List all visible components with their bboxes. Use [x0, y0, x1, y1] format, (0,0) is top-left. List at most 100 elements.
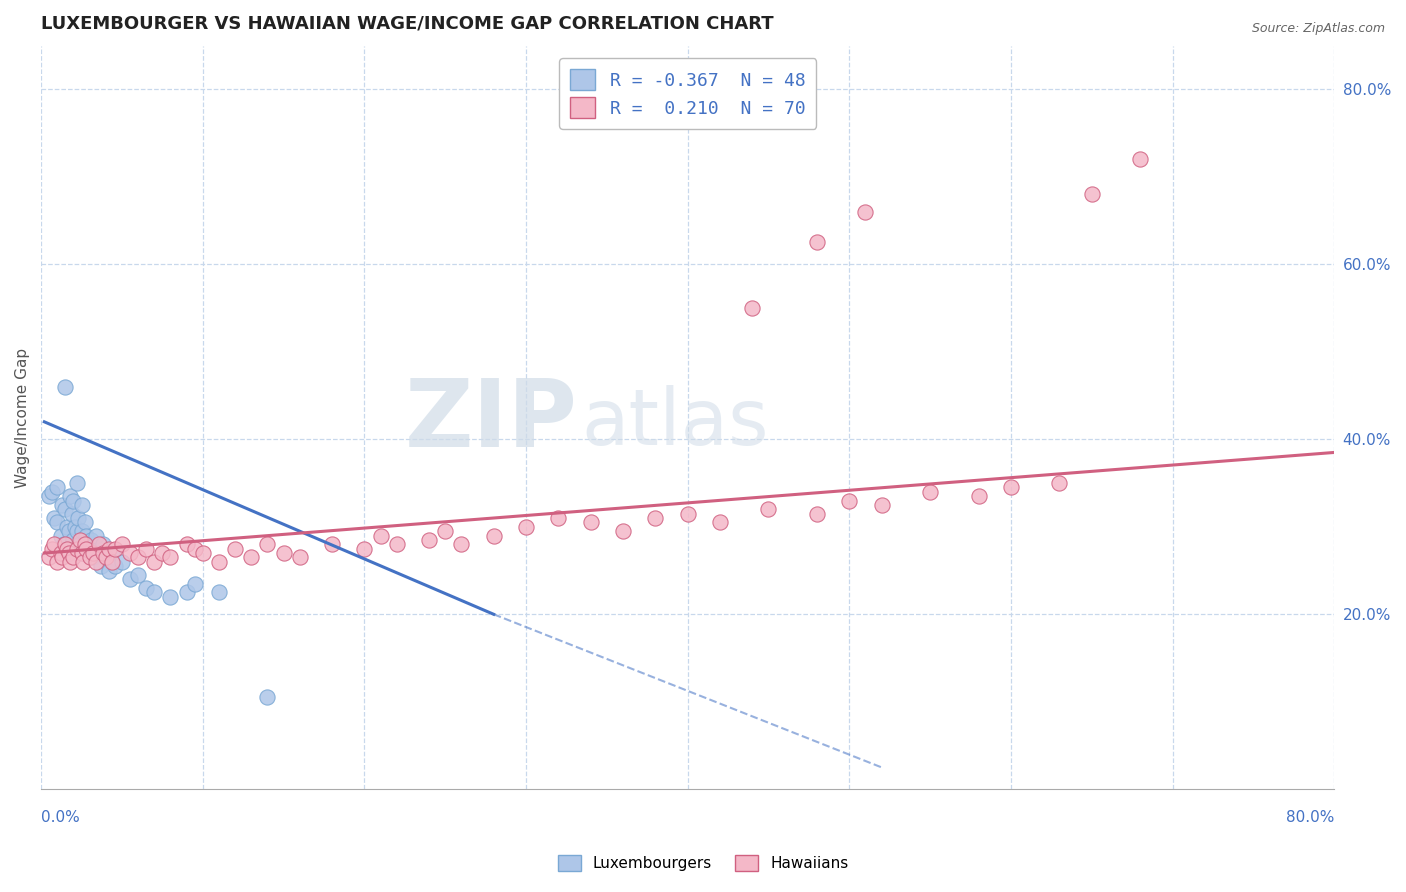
Point	[42, 511, 65, 525]
Point	[60, 507, 83, 521]
Point	[676, 507, 699, 521]
Point	[72, 546, 94, 560]
Point	[58, 524, 80, 538]
Point	[644, 511, 666, 525]
Point	[256, 690, 278, 705]
Point	[42, 537, 65, 551]
Point	[353, 541, 375, 556]
Point	[91, 537, 114, 551]
Point	[46, 555, 69, 569]
Point	[855, 205, 877, 219]
Point	[183, 576, 205, 591]
Point	[72, 555, 94, 569]
Point	[46, 480, 69, 494]
Point	[41, 484, 63, 499]
Point	[176, 585, 198, 599]
Point	[273, 546, 295, 560]
Point	[90, 559, 112, 574]
Point	[118, 572, 141, 586]
Point	[127, 568, 149, 582]
Text: Source: ZipAtlas.com: Source: ZipAtlas.com	[1251, 22, 1385, 36]
Point	[69, 537, 91, 551]
Point	[84, 555, 107, 569]
Point	[79, 550, 101, 565]
Point	[256, 537, 278, 551]
Point	[159, 590, 181, 604]
Text: atlas: atlas	[582, 385, 769, 461]
Point	[82, 550, 104, 565]
Point	[208, 555, 231, 569]
Point	[111, 537, 134, 551]
Point	[118, 546, 141, 560]
Point	[806, 507, 828, 521]
Point	[920, 484, 942, 499]
Y-axis label: Wage/Income Gap: Wage/Income Gap	[15, 347, 30, 488]
Point	[98, 564, 121, 578]
Point	[89, 537, 111, 551]
Point	[79, 541, 101, 556]
Point	[66, 541, 89, 556]
Point	[385, 537, 408, 551]
Point	[579, 516, 602, 530]
Point	[66, 524, 89, 538]
Point	[1129, 153, 1152, 167]
Point	[143, 585, 166, 599]
Point	[321, 537, 343, 551]
Point	[104, 559, 127, 574]
Point	[38, 550, 60, 565]
Point	[870, 498, 893, 512]
Point	[70, 546, 93, 560]
Legend: R = -0.367  N = 48, R =  0.210  N = 70: R = -0.367 N = 48, R = 0.210 N = 70	[560, 58, 817, 129]
Point	[127, 550, 149, 565]
Point	[806, 235, 828, 250]
Point	[53, 502, 76, 516]
Point	[94, 550, 117, 565]
Point	[63, 520, 86, 534]
Point	[86, 546, 108, 560]
Point	[547, 511, 569, 525]
Point	[450, 537, 472, 551]
Point	[208, 585, 231, 599]
Point	[75, 541, 97, 556]
Point	[741, 301, 763, 315]
Text: 80.0%: 80.0%	[1286, 810, 1334, 825]
Point	[191, 546, 214, 560]
Point	[612, 524, 634, 538]
Point	[70, 498, 93, 512]
Point	[51, 550, 73, 565]
Point	[53, 537, 76, 551]
Point	[135, 581, 157, 595]
Point	[58, 546, 80, 560]
Point	[69, 533, 91, 547]
Point	[91, 546, 114, 560]
Point	[56, 520, 79, 534]
Point	[1047, 476, 1070, 491]
Point	[49, 546, 72, 560]
Point	[94, 550, 117, 565]
Point	[66, 476, 89, 491]
Point	[224, 541, 246, 556]
Point	[150, 546, 173, 560]
Point	[38, 489, 60, 503]
Point	[515, 520, 537, 534]
Point	[482, 528, 505, 542]
Point	[49, 528, 72, 542]
Point	[104, 541, 127, 556]
Point	[240, 550, 263, 565]
Point	[73, 537, 96, 551]
Point	[101, 555, 124, 569]
Point	[1000, 480, 1022, 494]
Text: ZIP: ZIP	[405, 376, 578, 467]
Point	[46, 516, 69, 530]
Point	[75, 528, 97, 542]
Point	[80, 533, 103, 547]
Point	[370, 528, 392, 542]
Point	[67, 511, 90, 525]
Point	[52, 537, 75, 551]
Point	[288, 550, 311, 565]
Point	[56, 541, 79, 556]
Point	[183, 541, 205, 556]
Point	[82, 546, 104, 560]
Point	[73, 516, 96, 530]
Point	[434, 524, 457, 538]
